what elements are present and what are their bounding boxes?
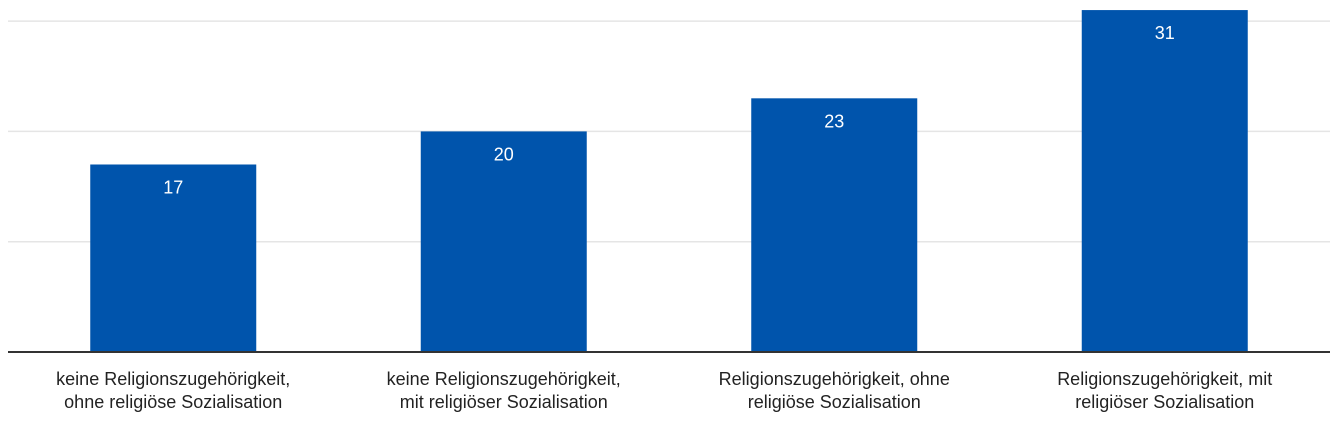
tick-label: keine Religionszugehörigkeit, ohne religi… (56, 369, 290, 412)
bars (90, 10, 1248, 352)
bar (751, 98, 918, 352)
tick-label: Religionszugehörigkeit, mit religiöser So… (1057, 369, 1272, 412)
data-label: 20 (494, 144, 514, 164)
category-labels: keine Religionszugehörigkeit, ohne religi… (56, 369, 1272, 412)
data-label: 23 (824, 111, 844, 131)
data-label: 17 (163, 177, 183, 197)
data-labels: 17 20 23 31 (163, 23, 1175, 197)
tick-label: Religionszugehörigkeit, ohne religiöse So… (719, 369, 950, 412)
data-label: 31 (1155, 23, 1175, 43)
bar (1081, 10, 1248, 352)
tick-label: keine Religionszugehörigkeit, mit religiö… (387, 369, 621, 412)
bar (90, 164, 257, 352)
bar (420, 131, 587, 352)
